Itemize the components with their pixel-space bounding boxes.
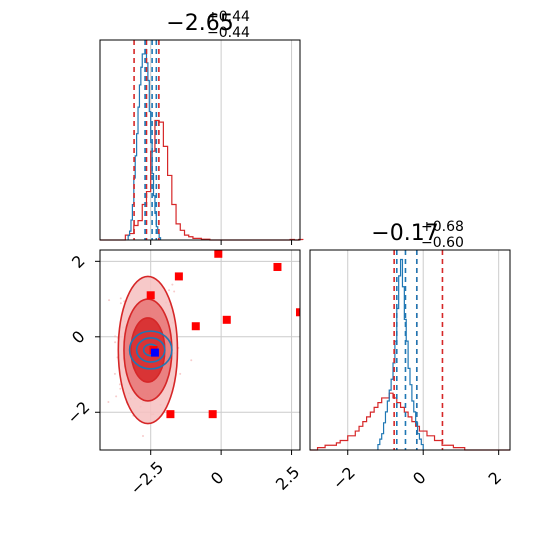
truth-marker (150, 348, 159, 357)
x-ticks-2d: −2.5 0 2.5 (126, 450, 303, 499)
sample-dot (119, 297, 122, 300)
title-sub-param2: −0.60 (421, 235, 464, 251)
sample-dot (173, 290, 176, 293)
sample-marker (208, 410, 217, 419)
x-ticks-param1 (150, 240, 293, 245)
tick-label: −2 (63, 398, 93, 428)
contour-level (128, 330, 173, 370)
sample-marker (191, 322, 200, 331)
axes-frame-2d (99, 249, 301, 451)
sample-dot (118, 383, 121, 386)
sample-marker (166, 410, 175, 419)
sample-dot (142, 434, 145, 437)
title-param2: −0.17 (371, 221, 438, 246)
tick-label: 2 (68, 251, 89, 272)
sample-dot (179, 372, 182, 375)
title-sup-param1: +0.44 (207, 9, 250, 25)
hist-series-red-param2 (310, 392, 510, 451)
sample-dot (108, 299, 111, 302)
sample-marker (214, 249, 223, 258)
sample-marker (222, 315, 231, 324)
title-sub-param1: −0.44 (207, 25, 250, 41)
tick-label: 2.5 (272, 462, 303, 493)
sample-dot (114, 335, 117, 338)
sample-dot (113, 372, 116, 375)
x-ticks-param2: −2 0 2 (329, 450, 505, 493)
sample-marker (146, 291, 155, 300)
grid-param2 (347, 250, 500, 450)
tick-label: 0 (207, 468, 228, 489)
tick-label: 0 (68, 327, 89, 348)
title-param1: −2.65 (166, 11, 233, 36)
hist-step (310, 392, 510, 451)
sample-dot (168, 289, 171, 292)
sample-dot (190, 359, 193, 362)
sample-dot (107, 401, 110, 404)
sample-marker (273, 262, 282, 271)
axes-frame-param2 (309, 249, 511, 451)
sample-dot (119, 387, 122, 390)
sample-dot (115, 395, 118, 398)
quantile-lines-param1 (133, 40, 160, 240)
sample-dot (119, 302, 122, 305)
tick-label: −2 (329, 463, 359, 493)
hist-series-blue-param2 (377, 258, 424, 450)
tick-label: −2.5 (126, 458, 167, 499)
contours-blue-2d (128, 330, 173, 370)
sample-marker (296, 308, 300, 317)
sample-marker (174, 272, 183, 281)
hist-step (377, 258, 424, 450)
panel-hist-param1: −2.65 +0.44 −0.44 (99, 9, 304, 245)
title-sup-param2: +0.68 (421, 219, 464, 235)
panel-hist-param2: −2 0 2 −0.17 +0.68 −0.60 (309, 219, 511, 493)
quantile-lines-param2 (393, 250, 444, 450)
y-ticks-2d: −2 0 2 (63, 251, 100, 428)
truth-marker-2d (150, 348, 159, 357)
tick-label: 0 (409, 468, 430, 489)
grid-param1 (150, 40, 293, 240)
sample-dot (171, 283, 174, 286)
title-main-param1: −2.65 (166, 11, 233, 36)
axes-frame-param1 (99, 39, 301, 241)
sample-dot (114, 341, 117, 344)
tick-label: 2 (484, 468, 505, 489)
title-main-param2: −0.17 (371, 221, 438, 246)
contour-level (135, 337, 166, 363)
panel-2d: −2.5 0 2.5 −2 0 2 (63, 249, 303, 499)
